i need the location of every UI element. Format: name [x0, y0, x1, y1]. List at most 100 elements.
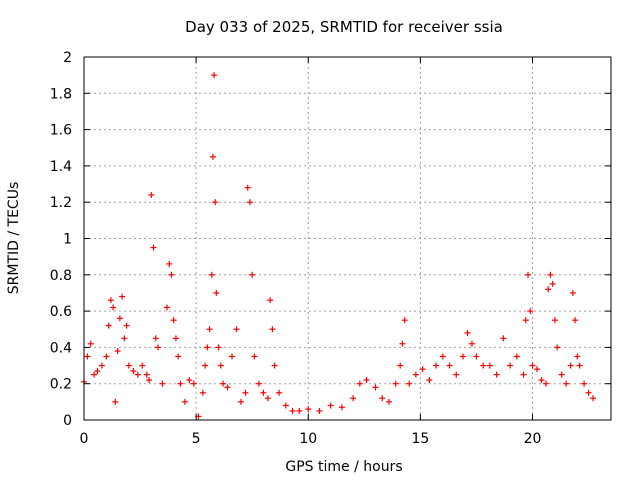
y-tick-label: 1	[63, 232, 72, 248]
data-point-marker	[569, 289, 576, 296]
data-point-marker	[121, 335, 128, 342]
x-tick-label: 20	[524, 431, 542, 447]
data-point-marker	[213, 289, 220, 296]
data-point-marker	[554, 344, 561, 351]
data-point-marker	[372, 384, 379, 391]
data-point-marker	[146, 377, 153, 384]
data-point-marker	[296, 407, 303, 414]
data-point-marker	[522, 317, 529, 324]
data-point-marker	[572, 317, 579, 324]
data-point-marker	[251, 353, 258, 360]
data-point-marker	[397, 362, 404, 369]
data-point-marker	[134, 371, 141, 378]
data-point-marker	[202, 362, 209, 369]
data-point-marker	[105, 322, 112, 329]
data-point-marker	[547, 271, 554, 278]
data-point-marker	[155, 344, 162, 351]
data-point-marker	[107, 297, 114, 304]
y-tick-label: 0	[63, 413, 72, 429]
data-point-marker	[507, 362, 514, 369]
data-point-marker	[549, 280, 556, 287]
data-point-marker	[91, 371, 98, 378]
data-point-marker	[249, 271, 256, 278]
data-point-marker	[581, 380, 588, 387]
data-point-marker	[574, 353, 581, 360]
data-point-marker	[119, 293, 126, 300]
y-tick-label: 0.2	[50, 377, 72, 393]
data-point-marker	[166, 260, 173, 267]
data-point-marker	[412, 371, 419, 378]
data-point-marker	[289, 407, 296, 414]
data-point-marker	[453, 371, 460, 378]
y-tick-label: 0.4	[50, 340, 72, 356]
data-point-marker	[139, 362, 146, 369]
data-point-marker	[125, 362, 132, 369]
y-tick-label: 1.4	[50, 159, 72, 175]
data-point-marker	[264, 395, 271, 402]
data-point-marker	[419, 366, 426, 373]
data-point-marker	[199, 389, 206, 396]
data-point-marker	[533, 366, 540, 373]
x-tick-label: 0	[80, 431, 89, 447]
y-tick-label: 0.6	[50, 304, 72, 320]
data-point-marker	[112, 398, 119, 405]
data-point-marker	[163, 304, 170, 311]
data-point-marker	[130, 367, 137, 374]
data-point-marker	[98, 362, 105, 369]
data-point-marker	[399, 340, 406, 347]
data-point-marker	[585, 389, 592, 396]
data-point-marker	[237, 398, 244, 405]
data-point-marker	[181, 398, 188, 405]
data-point-marker	[338, 404, 345, 411]
data-point-marker	[327, 402, 334, 409]
data-point-marker	[114, 348, 121, 355]
x-tick-label: 5	[192, 431, 201, 447]
data-point-marker	[212, 199, 219, 206]
data-point-marker	[446, 362, 453, 369]
x-axis-label: GPS time / hours	[285, 459, 402, 475]
data-point-marker	[276, 389, 283, 396]
data-point-marker	[563, 380, 570, 387]
data-point-marker	[426, 377, 433, 384]
data-point-marker	[379, 395, 386, 402]
data-point-marker	[186, 377, 193, 384]
data-point-marker	[206, 326, 213, 333]
data-point-marker	[143, 371, 150, 378]
data-point-marker	[204, 344, 211, 351]
data-point-marker	[538, 377, 545, 384]
data-point-marker	[576, 362, 583, 369]
y-tick-label: 0.8	[50, 268, 72, 284]
data-point-marker	[103, 353, 110, 360]
data-point-marker	[590, 395, 597, 402]
data-point-marker	[269, 326, 276, 333]
data-point-marker	[170, 317, 177, 324]
data-point-marker	[551, 317, 558, 324]
data-points	[81, 72, 597, 420]
data-point-marker	[217, 362, 224, 369]
data-point-marker	[172, 335, 179, 342]
data-point-marker	[215, 344, 222, 351]
data-point-marker	[116, 315, 123, 322]
data-point-marker	[486, 362, 493, 369]
ticks: 0 5 10 15 20 0 0.2 0.4 0.6 0.8 1 1.2 1.4 1.6 1.8 2	[50, 50, 611, 447]
data-point-marker	[255, 380, 262, 387]
x-tick-label: 10	[299, 431, 317, 447]
data-point-marker	[558, 371, 565, 378]
data-point-marker	[267, 297, 274, 304]
data-point-marker	[260, 389, 267, 396]
data-point-marker	[363, 377, 370, 384]
data-point-marker	[150, 244, 157, 251]
y-axis-label: SRMTID / TECUs	[6, 182, 22, 295]
data-point-marker	[500, 335, 507, 342]
data-point-marker	[148, 191, 155, 198]
data-point-marker	[350, 395, 357, 402]
data-point-marker	[406, 380, 413, 387]
data-point-marker	[209, 153, 216, 160]
data-point-marker	[567, 362, 574, 369]
data-point-marker	[401, 317, 408, 324]
y-tick-label: 1.8	[50, 86, 72, 102]
data-point-marker	[433, 362, 440, 369]
data-point-marker	[527, 308, 534, 315]
data-point-marker	[220, 380, 227, 387]
